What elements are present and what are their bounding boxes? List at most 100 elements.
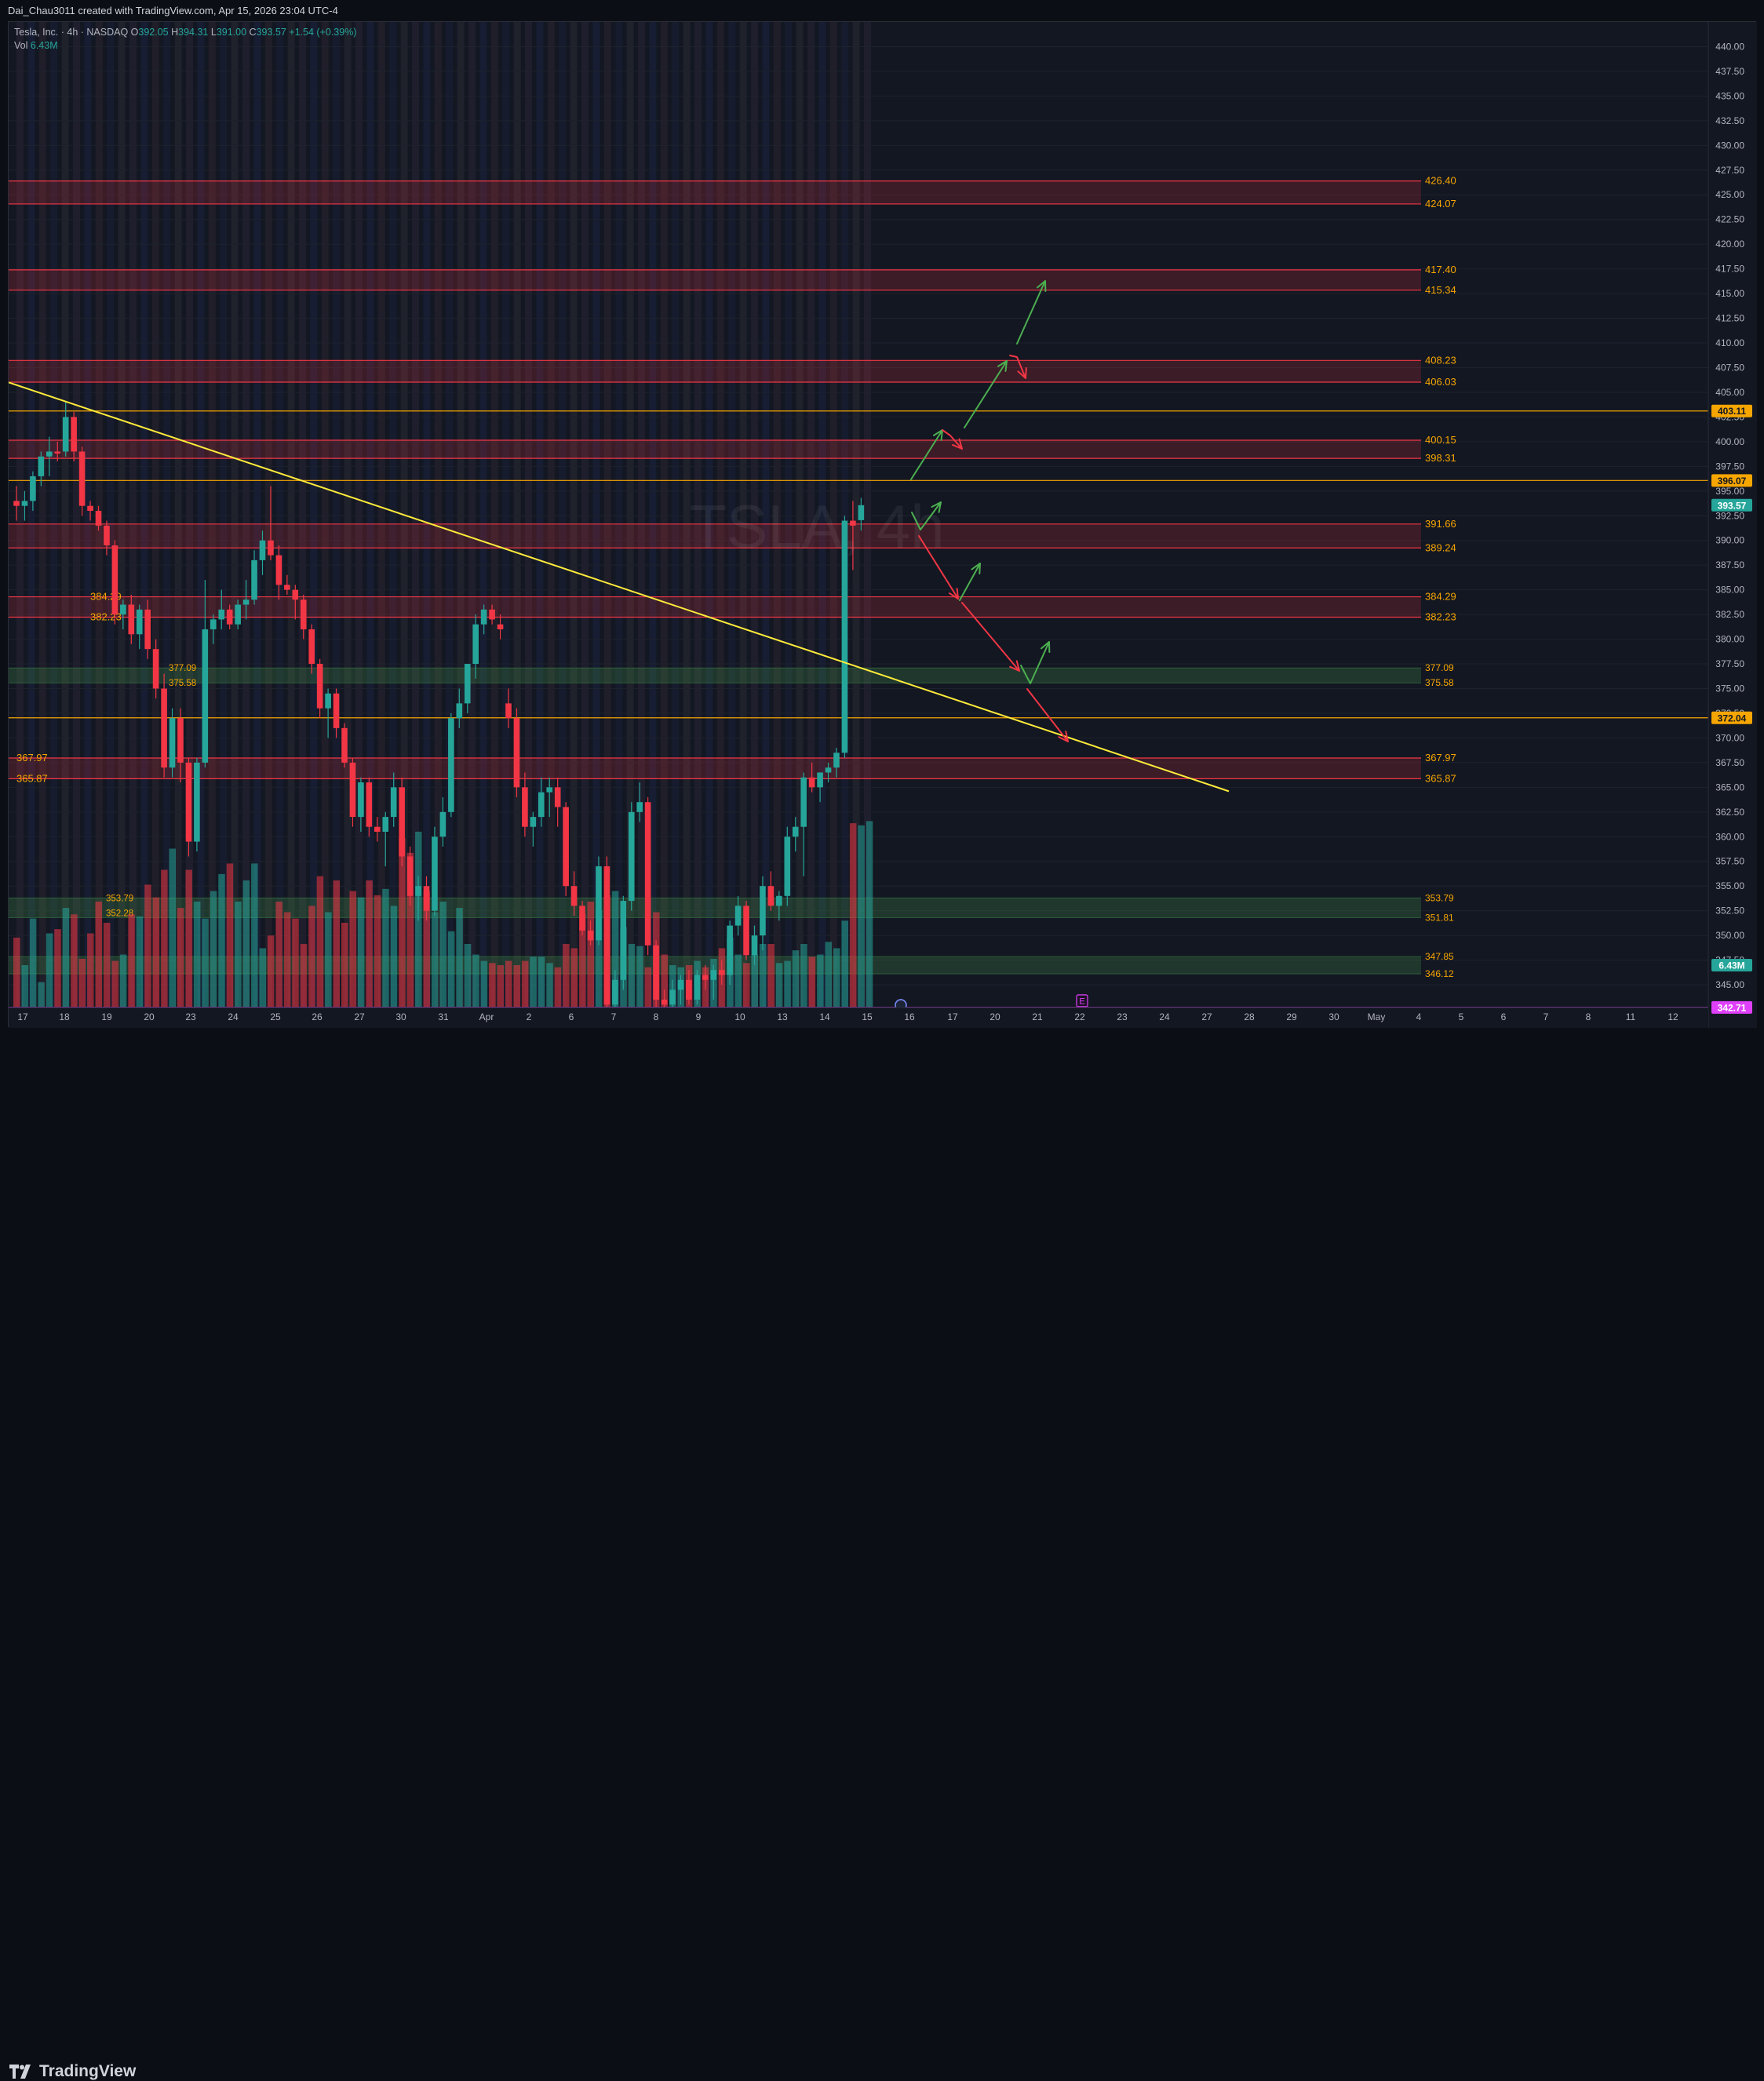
- session-stripe: [107, 22, 115, 1008]
- down-arrow: [1009, 355, 1026, 379]
- volume-bar: [161, 869, 168, 1008]
- candle-body: [358, 782, 364, 818]
- time-axis-tick: 12: [1667, 1011, 1678, 1022]
- price-axis-tick: 422.50: [1715, 214, 1744, 225]
- volume-bar: [841, 920, 848, 1008]
- candle-body: [259, 540, 266, 560]
- snapshot-credit: Dai_Chau3011 created with TradingView.co…: [8, 5, 338, 16]
- open-value: 392.05: [138, 27, 169, 38]
- price-axis-tick: 362.50: [1715, 807, 1744, 818]
- volume-bar: [530, 957, 537, 1008]
- price-tag: [1711, 474, 1752, 487]
- session-stripe: [829, 22, 837, 1008]
- time-axis-tick: 2: [527, 1011, 532, 1022]
- volume-bars: [13, 821, 873, 1008]
- candle-body: [62, 417, 69, 452]
- session-stripe: [716, 22, 724, 1008]
- price-axis-tick: 375.00: [1715, 683, 1744, 694]
- session-stripe: [377, 22, 385, 1008]
- up-arrow-head: [1037, 280, 1047, 292]
- session-stripe: [129, 22, 137, 1008]
- volume-bar: [316, 876, 324, 1008]
- candle-body: [603, 866, 610, 1005]
- price-tag: [1711, 711, 1752, 724]
- time-axis-tick: 27: [354, 1011, 365, 1022]
- candle-body: [218, 609, 225, 620]
- price-tag-label: 372.04: [1718, 712, 1747, 723]
- candle-body: [104, 525, 110, 546]
- up-arrow-head: [931, 501, 942, 513]
- candle-body: [628, 811, 635, 902]
- projection-arrows: [910, 280, 1069, 742]
- time-axis-tick: 23: [1117, 1011, 1128, 1022]
- session-stripe: [231, 22, 239, 1008]
- volume-bar: [464, 944, 472, 1008]
- volume-bar: [521, 960, 529, 1008]
- down-arrow-head: [952, 438, 963, 450]
- time-axis-tick: 7: [1544, 1011, 1549, 1022]
- session-stripe: [672, 22, 680, 1008]
- candlestick-chart[interactable]: 426.40 424.07 417.40 415.34 408.23 406.03 400.…: [9, 22, 1757, 1028]
- candle-body: [513, 718, 520, 788]
- zone-bottom-label: 375.58: [1425, 677, 1454, 688]
- zone-top-label: 384.29: [1425, 591, 1456, 603]
- session-stripe: [50, 22, 58, 1008]
- volume-bar: [259, 948, 266, 1008]
- time-axis-tick: 17: [17, 1011, 28, 1022]
- price-tag: [1711, 404, 1752, 417]
- price-axis-tick: 425.00: [1715, 189, 1744, 200]
- time-axis-tick: Apr: [479, 1011, 494, 1022]
- price-axis-tick: 430.00: [1715, 140, 1744, 151]
- chart-legend: Tesla, Inc. · 4h · NASDAQ O392.05 H394.3…: [14, 26, 356, 53]
- candle-body: [636, 802, 643, 812]
- price-axis-tick: 395.00: [1715, 486, 1744, 497]
- session-stripe: [739, 22, 747, 1008]
- volume-bar: [858, 825, 865, 1008]
- session-stripe: [38, 22, 46, 1008]
- session-stripe: [773, 22, 781, 1008]
- session-stripe: [412, 22, 419, 1008]
- candle-body: [833, 753, 840, 768]
- tradingview-logo[interactable]: TradingView: [9, 2062, 136, 2081]
- session-stripe: [762, 22, 770, 1008]
- zone-bottom-label: 389.24: [1425, 541, 1456, 553]
- resistance-zone: [9, 269, 1421, 290]
- candle-body: [399, 787, 405, 857]
- candle-body: [472, 624, 479, 665]
- volume-bar: [480, 960, 488, 1008]
- price-axis-tick: 427.50: [1715, 165, 1744, 176]
- candle-body: [538, 792, 545, 818]
- session-stripe: [694, 22, 702, 1008]
- candle-body: [54, 451, 61, 454]
- session-stripe: [27, 22, 35, 1008]
- up-arrow: [1020, 641, 1050, 684]
- candle-body: [275, 555, 282, 585]
- close-label: C: [249, 27, 257, 38]
- high-value: 394.31: [178, 27, 209, 38]
- tradingview-logo-icon: [9, 2065, 31, 2079]
- volume-bar: [661, 954, 669, 1008]
- candle-body: [825, 767, 832, 773]
- chart-pane[interactable]: 426.40 424.07 417.40 415.34 408.23 406.03 400.…: [8, 21, 1757, 1028]
- up-arrow-head: [997, 360, 1008, 372]
- candle-body: [596, 866, 602, 941]
- zone-bottom-label: 398.31: [1425, 452, 1456, 464]
- price-axis-tick: 410.00: [1715, 337, 1744, 348]
- volume-bar: [833, 948, 840, 1008]
- volume-bar: [308, 906, 315, 1008]
- up-arrow: [1016, 280, 1046, 344]
- price-axis-tick: 377.50: [1715, 658, 1744, 669]
- candle-body: [366, 782, 373, 827]
- volume-bar: [595, 909, 603, 1008]
- session-stripe: [785, 22, 793, 1008]
- session-stripe: [61, 22, 69, 1008]
- down-arrow-head: [1009, 660, 1020, 672]
- volume-bar: [489, 963, 496, 1008]
- session-stripe: [299, 22, 306, 1008]
- price-axis-tick: 350.00: [1715, 930, 1744, 941]
- candle-body: [784, 836, 791, 896]
- volume-bar: [357, 897, 365, 1008]
- time-axis-tick: 27: [1201, 1011, 1212, 1022]
- level-label-left: 377.09: [169, 664, 196, 673]
- candle-body: [620, 901, 627, 980]
